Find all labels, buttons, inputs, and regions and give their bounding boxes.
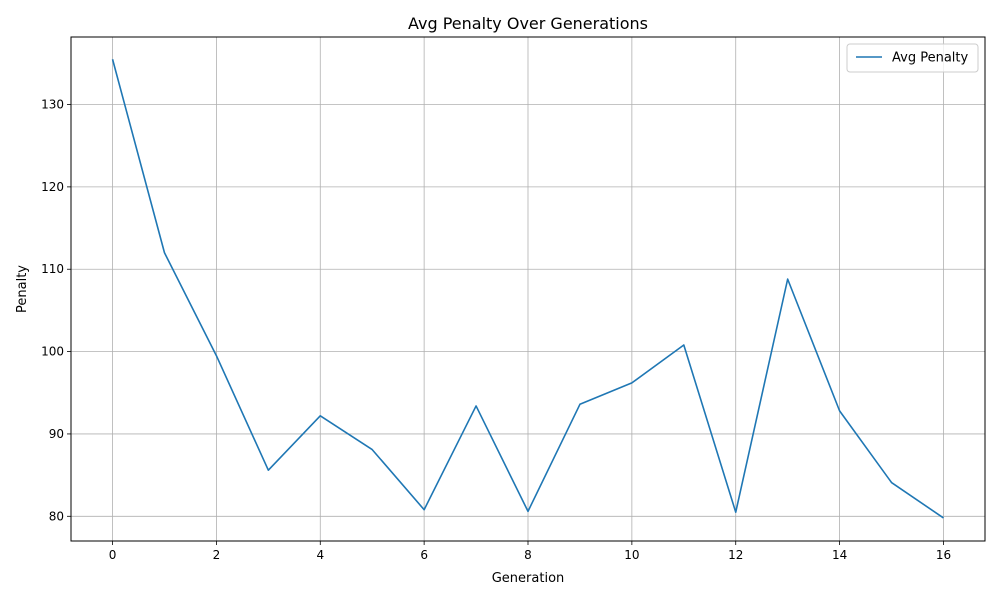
x-axis-title: Generation xyxy=(492,571,565,586)
series-line xyxy=(111,59,944,519)
y-tick-label: 130 xyxy=(41,98,64,112)
x-axis-ticks: 0 2 4 6 8 10 12 14 16 xyxy=(109,541,951,562)
chart-title: Avg Penalty Over Generations xyxy=(408,14,648,33)
legend-box xyxy=(846,43,979,73)
x-tick-label: 16 xyxy=(936,548,951,562)
x-tick-label: 2 xyxy=(213,548,221,562)
x-tick-label: 8 xyxy=(524,548,532,562)
y-tick-label: 100 xyxy=(41,345,64,359)
y-axis-ticks: 80 90 100 110 120 130 xyxy=(41,98,71,523)
y-tick-label: 120 xyxy=(41,180,64,194)
y-axis-title: Penalty xyxy=(15,265,30,313)
x-tick-label: 6 xyxy=(420,548,428,562)
legend-label: Avg Penalty xyxy=(892,51,968,66)
y-tick-label: 90 xyxy=(49,427,64,441)
y-tick-label: 110 xyxy=(41,262,64,276)
x-tick-label: 0 xyxy=(109,548,117,562)
x-tick-label: 10 xyxy=(624,548,639,562)
grid xyxy=(71,37,985,541)
x-tick-label: 12 xyxy=(728,548,743,562)
y-tick-label: 80 xyxy=(49,509,64,523)
legend: Avg Penalty xyxy=(846,43,979,73)
series-layer xyxy=(111,59,944,519)
x-tick-label: 14 xyxy=(832,548,847,562)
x-tick-label: 4 xyxy=(316,548,324,562)
